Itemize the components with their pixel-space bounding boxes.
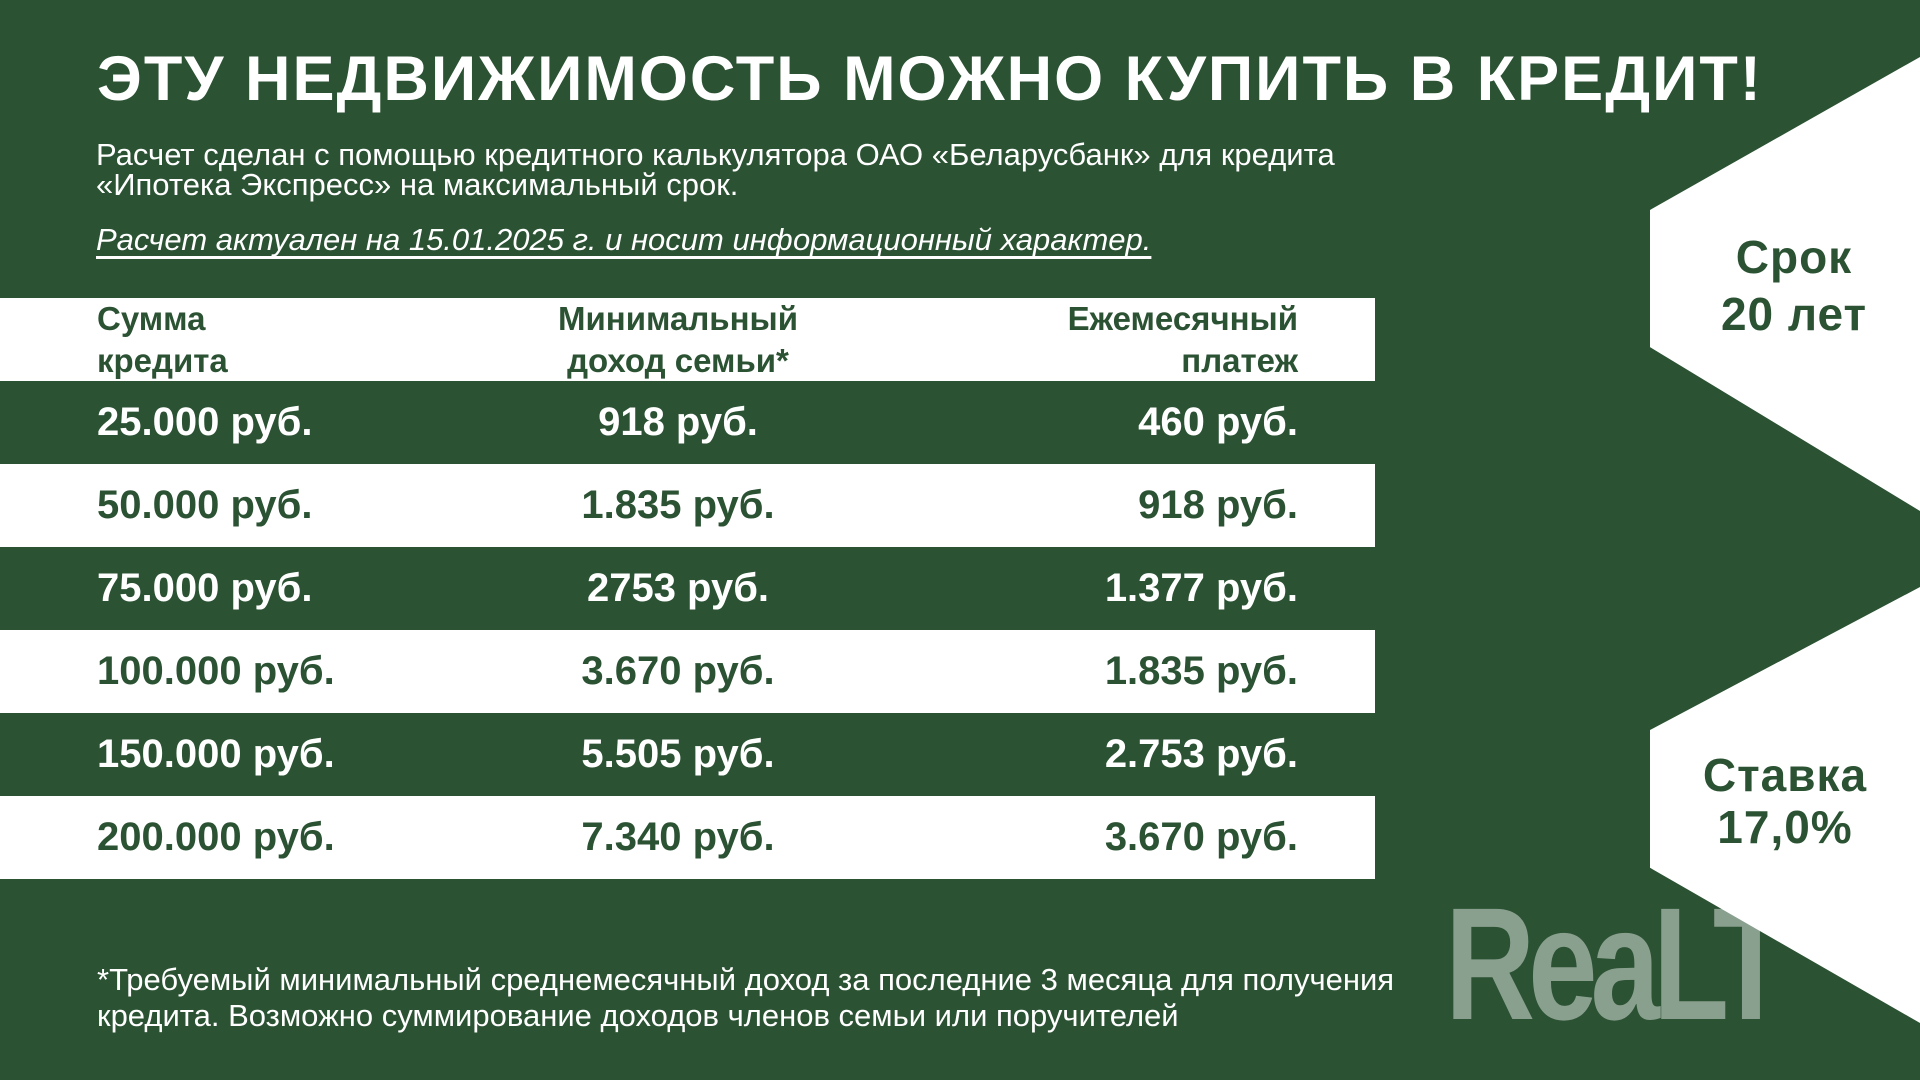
credit-sum-cell: 150.000 руб. — [97, 732, 335, 776]
rate-value: 17,0% — [1717, 801, 1853, 853]
subtitle: Расчет сделан с помощью кредитного кальк… — [96, 137, 1335, 202]
term-label: Срок — [1735, 231, 1853, 283]
term-badge-text: Срок 20 лет — [1650, 229, 1920, 343]
monthly-payment-cell: 2.753 руб. — [1104, 732, 1298, 776]
table-row: 200.000 руб. 7.340 руб. 3.670 руб. — [0, 796, 1375, 879]
min-income-cell: 5.505 руб. — [581, 732, 775, 776]
table-header-row: Сумма кредита Минимальный доход семьи* Е… — [0, 298, 1375, 381]
date-note: Расчет актуален на 15.01.2025 г. и носит… — [96, 222, 1152, 257]
credit-sum-cell: 25.000 руб. — [97, 400, 313, 444]
realt-watermark-logo: ReaLT — [1445, 874, 1789, 1053]
table-row: 25.000 руб. 918 руб. 460 руб. — [0, 381, 1375, 464]
rate-label: Ставка — [1702, 749, 1868, 801]
table-row: 50.000 руб. 1.835 руб. 918 руб. — [0, 464, 1375, 547]
monthly-payment-cell: 918 руб. — [1138, 483, 1298, 527]
credit-table: Сумма кредита Минимальный доход семьи* Е… — [0, 298, 1375, 879]
term-badge: Срок 20 лет — [1650, 57, 1920, 511]
table-row: 75.000 руб. 2753 руб. 1.377 руб. — [0, 547, 1375, 630]
page-title: ЭТУ НЕДВИЖИМОСТЬ МОЖНО КУПИТЬ В КРЕДИТ! — [97, 44, 1763, 114]
min-income-cell: 2753 руб. — [586, 566, 770, 610]
column-header-monthly-payment: Ежемесячный платеж — [1067, 299, 1298, 379]
min-income-cell: 7.340 руб. — [581, 815, 775, 859]
credit-sum-cell: 75.000 руб. — [97, 566, 313, 610]
min-income-cell: 3.670 руб. — [581, 649, 775, 693]
column-header-min-income: Минимальный доход семьи* — [558, 299, 798, 379]
footnote: *Требуемый минимальный среднемесячный до… — [97, 962, 1395, 1033]
column-header-credit-sum: Сумма кредита — [97, 299, 228, 379]
min-income-cell: 918 руб. — [598, 400, 758, 444]
term-value: 20 лет — [1720, 288, 1868, 340]
credit-sum-cell: 50.000 руб. — [97, 483, 313, 527]
credit-sum-cell: 200.000 руб. — [97, 815, 335, 859]
credit-sum-cell: 100.000 руб. — [97, 649, 335, 693]
monthly-payment-cell: 1.377 руб. — [1104, 566, 1298, 610]
table-row: 100.000 руб. 3.670 руб. 1.835 руб. — [0, 630, 1375, 713]
monthly-payment-cell: 1.835 руб. — [1104, 649, 1298, 693]
table-row: 150.000 руб. 5.505 руб. 2.753 руб. — [0, 713, 1375, 796]
min-income-cell: 1.835 руб. — [581, 483, 775, 527]
rate-badge-text: Ставка 17,0% — [1650, 749, 1920, 853]
monthly-payment-cell: 460 руб. — [1138, 400, 1298, 444]
monthly-payment-cell: 3.670 руб. — [1104, 815, 1298, 859]
